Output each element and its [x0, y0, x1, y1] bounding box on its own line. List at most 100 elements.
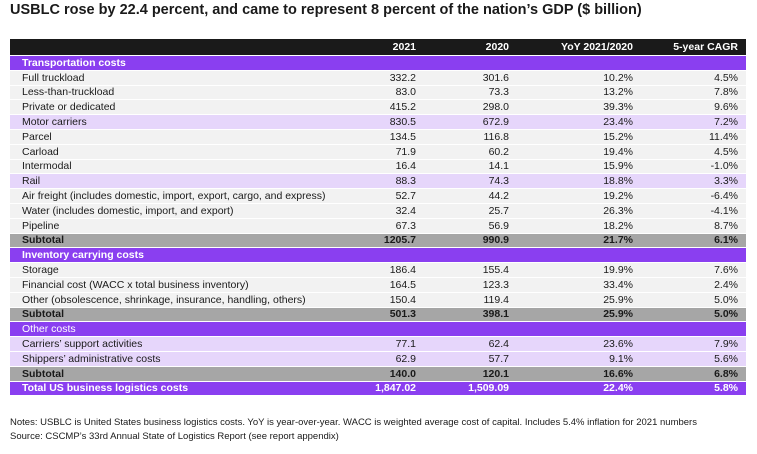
- value-cell: -6.4%: [710, 190, 738, 203]
- value-cell: 830.5: [389, 116, 416, 129]
- value-cell: 501.3: [389, 308, 416, 321]
- value-cell: 62.4: [488, 338, 509, 351]
- value-cell: 6.1%: [714, 234, 738, 247]
- row-label: Private or dedicated: [22, 101, 116, 114]
- row-label: Shippers’ administrative costs: [22, 352, 161, 365]
- table-row: Rail 88.3 74.3 18.8% 3.3%: [10, 174, 746, 190]
- table-row: Intermodal 16.4 14.1 15.9% -1.0%: [10, 159, 746, 175]
- value-cell: 56.9: [488, 219, 509, 232]
- row-label: Other costs: [22, 323, 76, 336]
- value-cell: 164.5: [389, 278, 416, 291]
- value-cell: 672.9: [482, 116, 509, 129]
- header-cell-2020: 2020: [485, 41, 509, 53]
- value-cell: 4.5%: [714, 145, 738, 158]
- row-label: Inventory carrying costs: [22, 249, 144, 262]
- value-cell: 57.7: [488, 352, 509, 365]
- value-cell: 8.7%: [714, 219, 738, 232]
- row-label: Pipeline: [22, 219, 60, 232]
- table-row: Air freight (includes domestic, import, …: [10, 189, 746, 204]
- value-cell: 67.3: [395, 219, 416, 232]
- value-cell: 5.6%: [714, 352, 738, 365]
- value-cell: 150.4: [389, 293, 416, 306]
- subtotal-row: Subtotal 140.0 120.1 16.6% 6.8%: [10, 366, 746, 382]
- table-body: Transportation costs Full truckload 332.2 3…: [10, 56, 746, 397]
- row-label: Intermodal: [22, 160, 72, 173]
- value-cell: -1.0%: [710, 160, 738, 173]
- section-header-row: Transportation costs: [10, 56, 746, 71]
- table-row: Carload 71.9 60.2 19.4% 4.5%: [10, 144, 746, 160]
- value-cell: 25.9%: [603, 308, 633, 321]
- value-cell: 140.0: [389, 367, 416, 380]
- value-cell: 7.2%: [714, 116, 738, 129]
- value-cell: 5.8%: [714, 382, 738, 395]
- total-row: Total US business logistics costs 1,847.0…: [10, 381, 746, 397]
- value-cell: 15.2%: [603, 130, 633, 143]
- value-cell: 123.3: [482, 278, 509, 291]
- value-cell: 16.4: [395, 160, 416, 173]
- value-cell: 9.1%: [609, 352, 633, 365]
- value-cell: 83.0: [395, 86, 416, 99]
- table-row: Motor carriers 830.5 672.9 23.4% 7.2%: [10, 115, 746, 130]
- value-cell: 23.4%: [603, 116, 633, 129]
- value-cell: 23.6%: [603, 338, 633, 351]
- value-cell: 1,847.02: [375, 382, 416, 395]
- row-label: Motor carriers: [22, 116, 87, 129]
- value-cell: 332.2: [389, 71, 416, 84]
- value-cell: 39.3%: [603, 101, 633, 114]
- value-cell: 1,509.09: [468, 382, 509, 395]
- value-cell: 301.6: [482, 71, 509, 84]
- row-label: Storage: [22, 264, 59, 277]
- source-line: Source: CSCMP’s 33rd Annual State of Log…: [10, 431, 339, 442]
- value-cell: 25.9%: [603, 293, 633, 306]
- value-cell: 88.3: [395, 175, 416, 188]
- value-cell: 21.7%: [603, 234, 633, 247]
- value-cell: 15.9%: [603, 160, 633, 173]
- value-cell: 52.7: [395, 190, 416, 203]
- table-row: Shippers’ administrative costs 62.9 57.7 9.…: [10, 351, 746, 367]
- row-label: Parcel: [22, 130, 52, 143]
- table-row: Other (obsolescence, shrinkage, insuranc…: [10, 292, 746, 308]
- row-label: Full truckload: [22, 71, 85, 84]
- value-cell: 32.4: [395, 204, 416, 217]
- value-cell: 10.2%: [603, 71, 633, 84]
- value-cell: 7.9%: [714, 338, 738, 351]
- value-cell: 73.3: [488, 86, 509, 99]
- row-label: Rail: [22, 175, 41, 188]
- value-cell: 25.7: [488, 204, 509, 217]
- value-cell: 13.2%: [603, 86, 633, 99]
- table-row: Private or dedicated 415.2 298.0 39.3% 9.6%: [10, 100, 746, 116]
- value-cell: 2.4%: [714, 278, 738, 291]
- value-cell: 33.4%: [603, 278, 633, 291]
- table-row: Storage 186.4 155.4 19.9% 7.6%: [10, 263, 746, 278]
- page-title: USBLC rose by 22.4 percent, and came to …: [10, 2, 642, 18]
- header-cell-2021: 2021: [392, 41, 416, 53]
- value-cell: 155.4: [482, 264, 509, 277]
- value-cell: 19.9%: [603, 264, 633, 277]
- value-cell: 71.9: [395, 145, 416, 158]
- value-cell: 3.3%: [714, 175, 738, 188]
- value-cell: 62.9: [395, 352, 416, 365]
- logistics-costs-table: 2021 2020 YoY 2021/2020 5-year CAGR Tran…: [10, 39, 746, 397]
- row-label: Less-than-truckload: [22, 86, 115, 99]
- row-label: Financial cost (WACC x total business in…: [22, 278, 249, 291]
- table-row: Less-than-truckload 83.0 73.3 13.2% 7.8%: [10, 85, 746, 101]
- value-cell: 298.0: [482, 101, 509, 114]
- value-cell: 7.6%: [714, 264, 738, 277]
- notes-line: Notes: USBLC is United States business l…: [10, 417, 697, 428]
- header-cell-yoy: YoY 2021/2020: [560, 41, 633, 53]
- row-label: Water (includes domestic, import, and ex…: [22, 204, 234, 217]
- value-cell: 16.6%: [603, 367, 633, 380]
- table-row: Carriers’ support activities 77.1 62.4 23.6…: [10, 337, 746, 352]
- notes: Notes: USBLC is United States business l…: [10, 416, 750, 444]
- row-label: Other (obsolescence, shrinkage, insuranc…: [22, 293, 306, 306]
- value-cell: 11.4%: [709, 130, 738, 143]
- table-header: 2021 2020 YoY 2021/2020 5-year CAGR: [10, 39, 746, 56]
- table-row: Financial cost (WACC x total business in…: [10, 277, 746, 293]
- table-row: Water (includes domestic, import, and ex…: [10, 203, 746, 219]
- value-cell: 186.4: [389, 264, 416, 277]
- row-label: Carload: [22, 145, 59, 158]
- value-cell: 5.0%: [714, 308, 738, 321]
- value-cell: 18.8%: [603, 175, 633, 188]
- value-cell: 134.5: [389, 130, 416, 143]
- value-cell: 22.4%: [603, 382, 633, 395]
